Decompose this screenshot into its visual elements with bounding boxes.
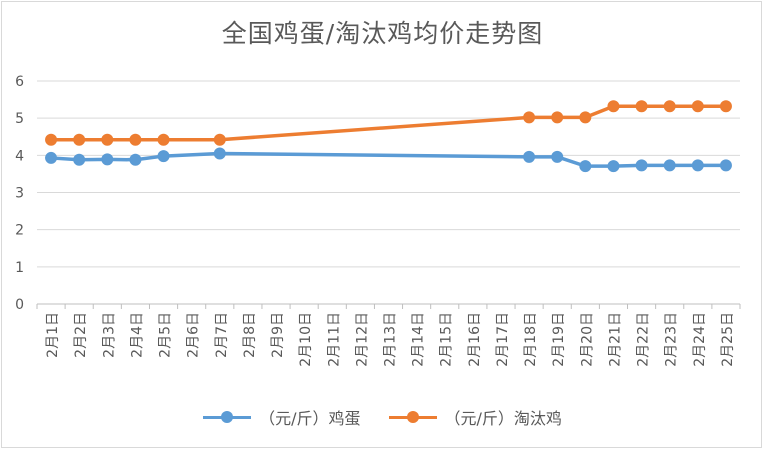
x-tick-label: 2月17日: [495, 312, 511, 367]
x-tick-label: 2月11日: [326, 312, 342, 367]
x-tick-label: 2月1日: [45, 312, 61, 358]
x-tick-label: 2月21日: [607, 312, 623, 367]
data-point-1: [101, 153, 114, 166]
legend-item-1: （元/斤）鸡蛋: [203, 405, 361, 429]
legend-label: （元/斤）淘汰鸡: [444, 409, 562, 428]
x-tick-label: 2月23日: [664, 312, 680, 367]
data-point-2: [213, 133, 226, 146]
data-point-2: [523, 111, 536, 124]
x-tick-label: 2月24日: [692, 312, 708, 367]
x-tick-label: 2月20日: [579, 312, 595, 367]
y-tick-label: 6: [15, 74, 24, 90]
legend: （元/斤）鸡蛋 （元/斤）淘汰鸡: [0, 405, 765, 429]
legend-item-2: （元/斤）淘汰鸡: [388, 405, 562, 429]
data-point-2: [45, 133, 58, 146]
x-tick-label: 2月8日: [242, 312, 258, 358]
data-point-1: [213, 147, 226, 160]
data-point-2: [635, 100, 648, 113]
series-line-2: [49, 104, 728, 142]
y-tick-label: 5: [15, 111, 24, 127]
y-tick-label: 3: [15, 186, 24, 202]
data-point-1: [579, 160, 592, 173]
x-tick-label: 2月6日: [186, 312, 202, 358]
data-point-2: [691, 100, 704, 113]
data-point-1: [523, 150, 536, 163]
x-tick-label: 2月9日: [270, 312, 286, 358]
x-tick-label: 2月4日: [129, 312, 145, 358]
x-tick-label: 2月15日: [439, 312, 455, 367]
x-tick-label: 2月22日: [636, 312, 652, 367]
y-tick-label: 4: [15, 148, 24, 164]
data-point-1: [607, 160, 620, 173]
x-tick-label: 2月2日: [73, 312, 89, 358]
x-tick-label: 2月7日: [214, 312, 230, 358]
data-point-1: [691, 159, 704, 172]
data-point-1: [719, 159, 732, 172]
y-tick-label: 1: [15, 260, 24, 276]
legend-swatch: [203, 411, 252, 423]
x-tick-label: 2月18日: [523, 312, 539, 367]
data-point-1: [635, 159, 648, 172]
x-tick-label: 2月3日: [101, 312, 117, 358]
data-point-1: [551, 150, 564, 163]
data-point-1: [45, 151, 58, 164]
x-tick-label: 2月19日: [551, 312, 567, 367]
x-tick-label: 2月13日: [383, 312, 399, 367]
data-point-2: [579, 111, 592, 124]
legend-label: （元/斤）鸡蛋: [259, 409, 361, 428]
x-tick-label: 2月25日: [720, 312, 736, 367]
data-point-2: [551, 111, 564, 124]
x-tick-label: 2月14日: [411, 312, 427, 367]
data-point-2: [719, 100, 732, 113]
chart-title: 全国鸡蛋/淘汰鸡均价走势图: [221, 19, 544, 48]
data-point-2: [101, 133, 114, 146]
x-tick-label: 2月12日: [354, 312, 370, 367]
data-point-1: [663, 159, 676, 172]
x-tick-label: 2月16日: [467, 312, 483, 367]
x-tick-label: 2月5日: [158, 312, 174, 358]
data-point-2: [607, 100, 620, 113]
y-tick-label: 2: [15, 223, 24, 239]
data-point-2: [73, 133, 86, 146]
data-point-2: [663, 100, 676, 113]
y-tick-label: 0: [15, 297, 24, 313]
data-point-1: [157, 150, 170, 163]
data-point-2: [129, 133, 142, 146]
data-point-1: [129, 153, 142, 166]
x-tick-label: 2月10日: [298, 312, 314, 367]
legend-swatch: [388, 411, 437, 423]
data-point-2: [157, 133, 170, 146]
data-point-1: [73, 153, 86, 166]
